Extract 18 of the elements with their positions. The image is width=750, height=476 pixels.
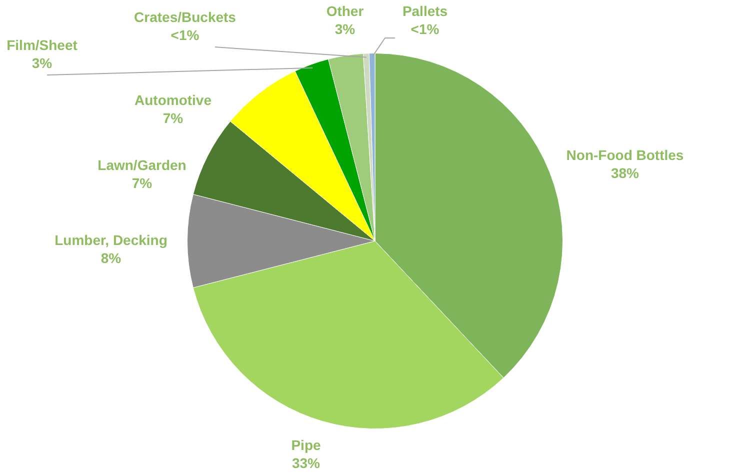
data-label: 38% xyxy=(610,165,640,181)
data-label: 3% xyxy=(32,55,53,71)
slice-label: Other xyxy=(326,3,364,19)
slice-label: Pallets xyxy=(402,3,448,19)
data-label: 7% xyxy=(162,110,184,126)
slice-label: Non-Food Bottles xyxy=(566,147,684,163)
data-label: <1% xyxy=(170,27,200,43)
data-label: <1% xyxy=(410,21,440,37)
slice-label: Film/Sheet xyxy=(6,37,78,53)
data-label: 7% xyxy=(132,175,153,191)
slice-label: Lumber, Decking xyxy=(54,232,168,248)
data-label: 8% xyxy=(100,250,122,266)
slice-label: Crates/Buckets xyxy=(134,9,236,25)
data-label: 33% xyxy=(292,455,321,471)
slice-label: Automotive xyxy=(134,92,212,108)
slice-label: Lawn/Garden xyxy=(98,157,186,173)
slice-label: Pipe xyxy=(291,437,321,453)
data-label: 3% xyxy=(334,21,356,37)
